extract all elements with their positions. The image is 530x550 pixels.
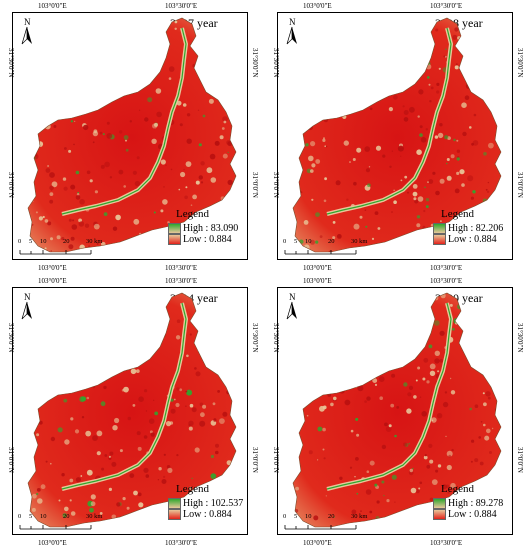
scale-tick-20: 20 (63, 513, 70, 520)
legend-low-swatch (168, 234, 181, 245)
scale-bar (284, 525, 357, 530)
scale-tick-30: 30 km (351, 513, 368, 520)
map-frame (277, 287, 513, 535)
watershed-map (27, 17, 237, 253)
north-arrow-label: N (289, 292, 296, 302)
legend-low: Low : 0.884 (168, 234, 232, 245)
longitude-label-bottom-b: 103°30'0"E (430, 264, 463, 272)
map-panel-3: 103°0'0"E 103°30'0"E 103°0'0"E 103°30'0"… (0, 275, 265, 550)
longitude-label-bottom-b: 103°30'0"E (430, 539, 463, 547)
longitude-label-bottom-a: 103°0'0"E (38, 264, 67, 272)
scale-tick-0: 0 (18, 513, 22, 520)
scale-tick-5: 5 (294, 513, 298, 520)
longitude-label-top-a: 103°0'0"E (303, 277, 332, 285)
north-arrow-icon: N (20, 292, 34, 321)
north-arrow-icon: N (285, 292, 299, 321)
watershed-map (27, 292, 237, 528)
scale-tick-0: 0 (283, 513, 287, 520)
legend-low: Low : 0.884 (168, 509, 232, 520)
scale-tick-20: 20 (328, 513, 335, 520)
legend-high-swatch (433, 498, 446, 509)
legend-high: High : 83.090 (168, 223, 238, 234)
scale-tick-5: 5 (294, 238, 298, 245)
legend-high-swatch (168, 223, 181, 234)
scale-tick-10: 10 (40, 238, 47, 245)
legend-high-label: High : 83.090 (183, 223, 239, 234)
scale-tick-0: 0 (18, 238, 22, 245)
longitude-label-top-b: 103°30'0"E (430, 277, 463, 285)
longitude-label-top-a: 103°0'0"E (38, 277, 67, 285)
legend-high: High : 89.278 (433, 498, 503, 509)
scale-tick-10: 10 (305, 513, 312, 520)
longitude-label-bottom-a: 103°0'0"E (303, 264, 332, 272)
scale-bar (284, 250, 357, 255)
longitude-label-bottom-a: 103°0'0"E (303, 539, 332, 547)
legend-title: Legend (441, 208, 474, 220)
legend-low-swatch (433, 509, 446, 520)
legend-title: Legend (176, 483, 209, 495)
legend-low-swatch (168, 509, 181, 520)
legend-title: Legend (176, 208, 209, 220)
legend-low-label: Low : 0.884 (448, 234, 497, 245)
scale-tick-0: 0 (283, 238, 287, 245)
legend-high-swatch (433, 223, 446, 234)
map-frame (12, 287, 248, 535)
longitude-label-top-b: 103°30'0"E (430, 2, 463, 10)
longitude-label-bottom-b: 103°30'0"E (165, 264, 198, 272)
legend-high-label: High : 102.537 (183, 498, 244, 509)
north-arrow-label: N (24, 17, 31, 27)
map-panel-1: 103°0'0"E 103°30'0"E 103°0'0"E 103°30'0"… (0, 0, 265, 275)
legend-title: Legend (441, 483, 474, 495)
scale-bar (19, 525, 92, 530)
legend-low-label: Low : 0.884 (183, 234, 232, 245)
scale-tick-20: 20 (328, 238, 335, 245)
legend-high-swatch (168, 498, 181, 509)
legend-high: High : 102.537 (168, 498, 243, 509)
scale-tick-30: 30 km (86, 238, 103, 245)
watershed-map (292, 17, 502, 253)
longitude-label-top-a: 103°0'0"E (38, 2, 67, 10)
north-arrow-label: N (289, 17, 296, 27)
scale-tick-10: 10 (305, 238, 312, 245)
scale-tick-5: 5 (29, 238, 33, 245)
longitude-label-bottom-a: 103°0'0"E (38, 539, 67, 547)
legend-low-swatch (433, 234, 446, 245)
scale-tick-30: 30 km (351, 238, 368, 245)
longitude-label-top-b: 103°30'0"E (165, 2, 198, 10)
watershed-map (292, 292, 502, 528)
north-arrow-label: N (24, 292, 31, 302)
map-panel-4: 103°0'0"E 103°30'0"E 103°0'0"E 103°30'0"… (265, 275, 530, 550)
longitude-label-top-a: 103°0'0"E (303, 2, 332, 10)
north-arrow-icon: N (285, 17, 299, 46)
longitude-label-top-b: 103°30'0"E (165, 277, 198, 285)
legend-low: Low : 0.884 (433, 509, 497, 520)
map-panel-2: 103°0'0"E 103°30'0"E 103°0'0"E 103°30'0"… (265, 0, 530, 275)
legend-low-label: Low : 0.884 (183, 509, 232, 520)
legend-high-label: High : 82.206 (448, 223, 504, 234)
scale-bar (19, 250, 92, 255)
scale-tick-10: 10 (40, 513, 47, 520)
scale-tick-30: 30 km (86, 513, 103, 520)
legend-high-label: High : 89.278 (448, 498, 504, 509)
map-frame (277, 12, 513, 260)
legend-low: Low : 0.884 (433, 234, 497, 245)
scale-tick-5: 5 (29, 513, 33, 520)
legend-high: High : 82.206 (433, 223, 503, 234)
scale-tick-20: 20 (63, 238, 70, 245)
legend-low-label: Low : 0.884 (448, 509, 497, 520)
north-arrow-icon: N (20, 17, 34, 46)
map-frame (12, 12, 248, 260)
longitude-label-bottom-b: 103°30'0"E (165, 539, 198, 547)
